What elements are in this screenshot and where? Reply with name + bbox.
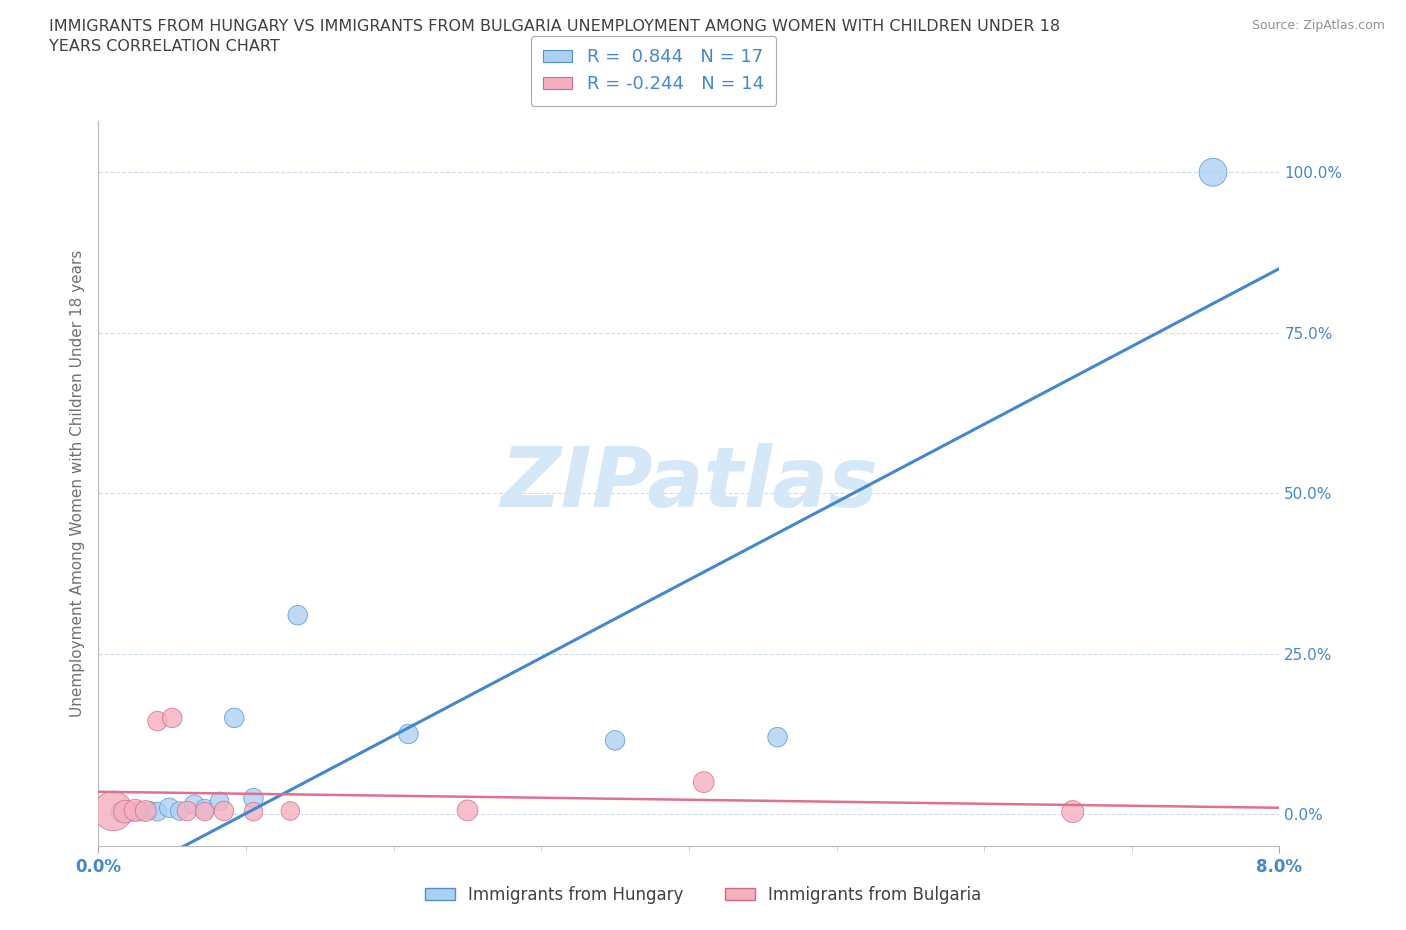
Point (287, 608, 309, 623)
Point (457, 803, 479, 817)
Point (110, 804, 132, 819)
Legend: R =  0.844   N = 17, R = -0.244   N = 14: R = 0.844 N = 17, R = -0.244 N = 14 (530, 35, 776, 106)
Point (212, 804, 235, 818)
Point (194, 802, 217, 817)
Point (103, 804, 125, 818)
Point (242, 790, 264, 805)
Point (128, 804, 150, 818)
Point (139, 803, 162, 817)
Point (693, 775, 716, 790)
Point (208, 794, 231, 809)
Point (605, 733, 627, 748)
Point (1062, 804, 1084, 819)
Point (146, 713, 169, 728)
Text: Source: ZipAtlas.com: Source: ZipAtlas.com (1251, 19, 1385, 32)
Point (398, 726, 420, 741)
Text: YEARS CORRELATION CHART: YEARS CORRELATION CHART (49, 39, 280, 54)
Point (183, 797, 205, 812)
Point (124, 803, 146, 817)
Point (146, 804, 169, 819)
Point (162, 711, 183, 725)
Y-axis label: Unemployment Among Women with Children Under 18 years: Unemployment Among Women with Children U… (69, 250, 84, 717)
Point (169, 804, 191, 818)
Text: IMMIGRANTS FROM HUNGARY VS IMMIGRANTS FROM BULGARIA UNEMPLOYMENT AMONG WOMEN WIT: IMMIGRANTS FROM HUNGARY VS IMMIGRANTS FR… (49, 19, 1060, 33)
Legend: Immigrants from Hungary, Immigrants from Bulgaria: Immigrants from Hungary, Immigrants from… (418, 879, 988, 910)
Point (194, 804, 217, 819)
Point (176, 804, 198, 818)
Point (157, 801, 180, 816)
Text: ZIPatlas: ZIPatlas (501, 443, 877, 525)
Point (280, 804, 302, 818)
Point (1202, 165, 1225, 179)
Point (135, 804, 157, 818)
Point (766, 730, 789, 745)
Point (120, 804, 142, 819)
Point (114, 804, 136, 819)
Point (224, 711, 246, 725)
Point (242, 804, 264, 819)
